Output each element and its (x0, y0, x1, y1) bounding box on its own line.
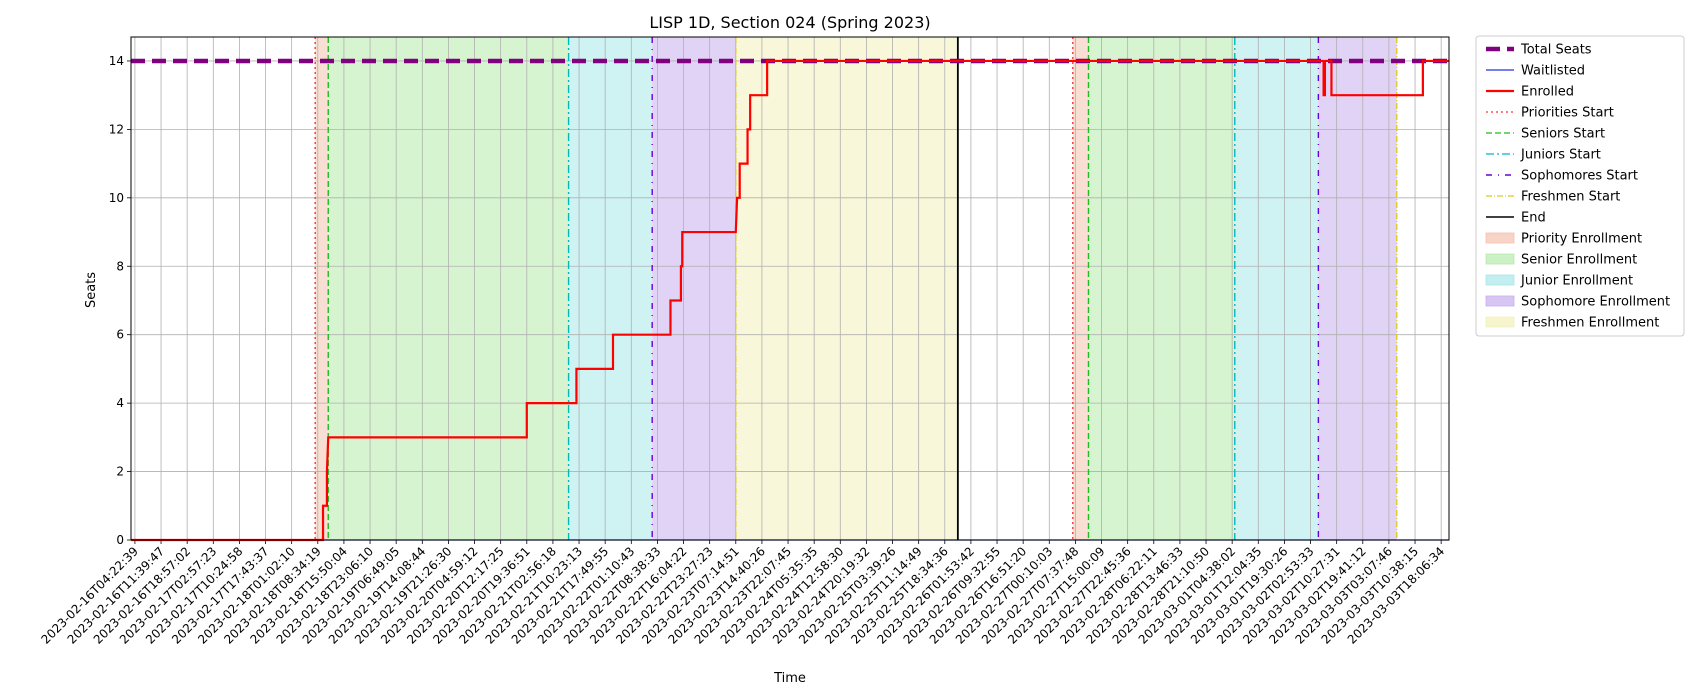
phase-band (568, 37, 653, 540)
plot-area: 2023-02-16T04:22:392023-02-16T11:39:4720… (39, 36, 1450, 647)
legend-label: Priorities Start (1521, 106, 1614, 121)
x-axis-label: Time (773, 671, 806, 686)
legend-swatch (1485, 316, 1515, 328)
y-tick-label: 4 (116, 396, 124, 410)
phase-band (1234, 37, 1319, 540)
legend-swatch (1485, 295, 1515, 307)
legend-label: Priority Enrollment (1521, 232, 1642, 247)
y-tick-label: 10 (109, 191, 124, 205)
y-tick-label: 8 (116, 259, 124, 273)
legend-label: Sophomore Enrollment (1521, 295, 1670, 310)
chart-title: LISP 1D, Section 024 (Spring 2023) (649, 13, 930, 32)
legend-swatch (1485, 274, 1515, 286)
legend-swatch (1485, 232, 1515, 244)
phase-band (315, 37, 329, 540)
phase-band (1072, 37, 1089, 540)
phase-band (1088, 37, 1235, 540)
phase-band (1318, 37, 1397, 540)
y-tick-label: 6 (116, 328, 124, 342)
y-tick-label: 2 (116, 465, 124, 479)
phase-band (652, 37, 736, 540)
legend-box (1475, 35, 1685, 337)
legend-label: Total Seats (1520, 43, 1592, 58)
legend-swatch (1485, 253, 1515, 265)
legend-label: Sophomores Start (1521, 169, 1638, 184)
legend-label: Junior Enrollment (1520, 274, 1633, 289)
legend-label: Freshmen Enrollment (1521, 316, 1659, 331)
legend-label: Juniors Start (1520, 148, 1601, 163)
y-axis-label: Seats (84, 272, 99, 308)
legend-label: Waitlisted (1521, 64, 1585, 79)
legend-label: Seniors Start (1521, 127, 1605, 142)
series-line (131, 59, 1449, 542)
axes-frame (130, 36, 1450, 541)
legend: Total Seats Waitlisted Enrolled Priorities … (1475, 35, 1685, 337)
phase-band (735, 37, 958, 540)
y-tick-label: 0 (116, 533, 124, 547)
legend-label: End (1521, 211, 1546, 226)
y-tick-label: 12 (109, 122, 124, 136)
legend-label: Senior Enrollment (1521, 253, 1637, 268)
y-tick-label: 14 (109, 54, 124, 68)
legend-label: Enrolled (1521, 85, 1574, 100)
legend-label: Freshmen Start (1521, 190, 1620, 205)
